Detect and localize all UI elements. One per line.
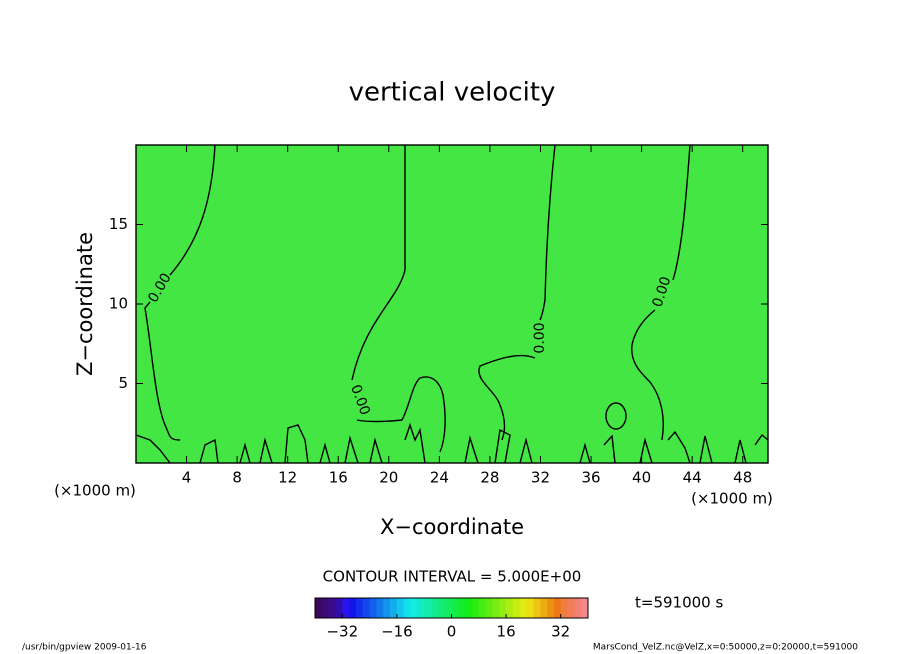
- x-unit-label: (×1000 m): [691, 490, 773, 508]
- colorbar-bin: [403, 598, 411, 618]
- plot-fill: [136, 145, 768, 463]
- contour-line: [135, 422, 769, 464]
- colorbar-bin: [444, 598, 452, 618]
- colorbar-bin: [390, 598, 398, 618]
- contour-line: [478, 144, 556, 441]
- y-axis-title: Z−coordinate: [73, 232, 97, 376]
- x-tick-label: 16: [329, 469, 348, 487]
- colorbar-tick-label: −16: [381, 623, 413, 641]
- contours: [135, 144, 769, 464]
- contour-line: [144, 144, 216, 441]
- colorbar-bin: [362, 598, 370, 618]
- colorbar-bin: [458, 598, 466, 618]
- footer-left: /usr/bin/gpview 2009-01-16: [22, 643, 147, 653]
- y-tick-label: 10: [109, 295, 128, 313]
- colorbar-bin: [471, 598, 480, 618]
- x-tick-label: 28: [480, 469, 499, 487]
- contour-line: [605, 402, 627, 430]
- colorbar-bin: [410, 598, 418, 618]
- colorbar-tick-label: 0: [447, 623, 457, 641]
- colorbar-bin: [342, 598, 350, 618]
- colorbar-bin: [492, 598, 500, 618]
- colorbar-bin: [574, 598, 582, 618]
- colorbar-bin: [533, 598, 541, 618]
- colorbar-bin: [526, 598, 534, 618]
- colorbar-bin: [465, 598, 473, 618]
- colorbar-bin: [512, 598, 521, 618]
- contour-line: [351, 145, 446, 453]
- colorbar-bin: [567, 598, 575, 618]
- colorbar-bin: [424, 598, 432, 618]
- colorbar-bin: [519, 598, 527, 618]
- x-tick-label: 44: [683, 469, 702, 487]
- colorbar-bin: [485, 598, 493, 618]
- colorbar-bin: [328, 598, 336, 618]
- x-tick-label: 48: [733, 469, 752, 487]
- colorbar-tick-label: 32: [551, 623, 570, 641]
- x-tick-label: 36: [581, 469, 600, 487]
- contour-label: 0.00: [532, 322, 548, 353]
- colorbar-bin: [335, 598, 343, 618]
- x-tick-label: 20: [379, 469, 398, 487]
- x-axis-title: X−coordinate: [380, 515, 524, 539]
- x-tick-label: 32: [531, 469, 550, 487]
- colorbar-tick-label: −32: [326, 623, 358, 641]
- colorbar-bin: [560, 598, 568, 618]
- colorbar-bin: [383, 598, 391, 618]
- colorbar-bin: [396, 598, 405, 618]
- colorbar-bin: [431, 598, 439, 618]
- x-tick-label: 12: [278, 469, 297, 487]
- colorbar-bin: [553, 598, 561, 618]
- y-tick-label: 5: [118, 374, 128, 392]
- chart-title: vertical velocity: [349, 78, 556, 108]
- colorbar-bin: [417, 598, 425, 618]
- x-tick-label: 40: [632, 469, 651, 487]
- time-label: t=591000 s: [635, 594, 723, 612]
- colorbar-bin: [478, 598, 486, 618]
- contour-interval: CONTOUR INTERVAL = 5.000E+00: [323, 568, 582, 586]
- x-tick-label: 8: [232, 469, 242, 487]
- colorbar-bin: [451, 598, 459, 618]
- colorbar-bin: [315, 598, 323, 618]
- colorbar-bin: [369, 598, 377, 618]
- y-tick-label: 15: [109, 215, 128, 233]
- x-tick-label: 4: [182, 469, 192, 487]
- colorbar-bin: [355, 598, 364, 618]
- colorbar-bin: [499, 598, 507, 618]
- colorbar-bin: [540, 598, 548, 618]
- colorbar-bin: [506, 598, 514, 618]
- footer-right: MarsCond_VelZ.nc@VelZ,x=0:50000,z=0:2000…: [593, 643, 858, 653]
- x-tick-label: 24: [430, 469, 449, 487]
- colorbar-bin: [437, 598, 445, 618]
- colorbar: −32 −16 0 16 32: [314, 597, 589, 641]
- x-unit-label: (×1000 m): [54, 482, 136, 500]
- colorbar-bin: [547, 598, 555, 618]
- colorbar-bin: [376, 598, 384, 618]
- contour-line: [631, 144, 691, 441]
- colorbar-bin: [321, 598, 329, 618]
- colorbar-bin: [349, 598, 357, 618]
- colorbar-tick-label: 16: [497, 623, 516, 641]
- colorbar-bin: [581, 598, 589, 618]
